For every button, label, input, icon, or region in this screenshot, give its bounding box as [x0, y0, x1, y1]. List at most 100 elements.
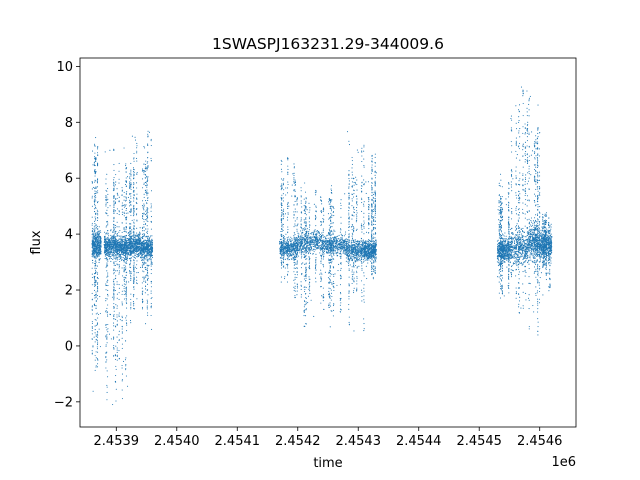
data-point — [296, 253, 298, 255]
data-point — [95, 227, 97, 229]
data-point — [133, 177, 135, 179]
data-point — [294, 278, 296, 280]
data-point — [92, 248, 94, 250]
data-point — [142, 237, 144, 239]
data-point — [113, 209, 115, 211]
data-point — [320, 286, 322, 288]
data-point — [94, 341, 96, 343]
data-point — [115, 375, 117, 377]
data-point — [95, 218, 97, 220]
data-point — [110, 247, 112, 249]
data-point — [318, 231, 320, 234]
data-point — [121, 347, 123, 349]
data-point — [94, 269, 97, 271]
data-point — [315, 269, 317, 271]
data-point — [91, 233, 93, 236]
data-point — [139, 242, 141, 244]
data-point — [106, 370, 108, 372]
data-point — [105, 244, 107, 246]
data-point — [296, 274, 298, 276]
data-point — [110, 242, 112, 244]
data-point — [296, 238, 298, 240]
data-point — [287, 232, 289, 234]
data-point — [126, 258, 128, 260]
data-point — [142, 214, 144, 216]
data-point — [151, 250, 153, 253]
data-point — [126, 240, 128, 242]
data-point — [121, 246, 123, 248]
data-point — [129, 234, 131, 236]
data-point — [113, 195, 115, 197]
data-point — [141, 308, 144, 310]
data-point — [300, 196, 302, 198]
data-point — [95, 339, 97, 341]
data-point — [128, 232, 130, 234]
data-point — [147, 214, 149, 216]
data-point — [294, 285, 296, 287]
data-point — [94, 187, 96, 189]
data-point — [110, 238, 112, 241]
data-point — [130, 171, 132, 173]
data-point — [304, 221, 306, 223]
data-point — [93, 295, 96, 297]
data-point — [121, 343, 123, 345]
data-point — [300, 195, 302, 197]
data-point — [130, 245, 132, 247]
data-point — [133, 219, 135, 221]
data-point — [119, 230, 121, 232]
data-point — [116, 297, 118, 299]
data-point — [148, 264, 150, 266]
data-point — [131, 236, 133, 238]
data-point — [110, 260, 112, 262]
data-point — [283, 251, 285, 253]
data-point — [147, 314, 149, 316]
data-point — [95, 236, 97, 238]
data-point — [116, 349, 118, 351]
data-point — [126, 251, 128, 253]
data-point — [136, 279, 138, 281]
data-point — [118, 292, 120, 294]
data-point — [280, 196, 282, 198]
data-point — [285, 242, 287, 244]
data-point — [113, 237, 115, 240]
data-point — [321, 255, 323, 257]
data-point — [113, 247, 115, 250]
data-point — [125, 177, 127, 179]
data-point — [133, 237, 135, 239]
data-point — [94, 305, 96, 307]
data-point — [281, 247, 283, 249]
data-point — [100, 250, 102, 252]
data-point — [125, 198, 127, 200]
data-point — [93, 284, 95, 286]
data-point — [143, 264, 145, 266]
data-point — [105, 326, 107, 328]
data-point — [287, 205, 289, 207]
data-point — [138, 243, 140, 245]
data-point — [104, 249, 106, 251]
data-point — [294, 276, 296, 278]
data-point — [143, 218, 145, 221]
data-point — [130, 185, 132, 187]
data-point — [104, 151, 106, 153]
data-point — [133, 273, 135, 275]
data-point — [300, 288, 302, 291]
data-point — [98, 239, 100, 241]
data-point — [132, 243, 134, 245]
data-point — [144, 164, 147, 166]
data-point — [133, 182, 135, 184]
data-point — [315, 253, 317, 255]
data-point — [294, 184, 296, 186]
data-point — [135, 214, 138, 216]
data-point — [287, 202, 289, 205]
data-point — [281, 212, 283, 214]
data-point — [304, 304, 306, 306]
data-point — [121, 250, 123, 252]
data-point — [123, 255, 125, 257]
data-point — [136, 152, 138, 154]
data-point — [305, 222, 307, 224]
data-point — [134, 241, 136, 243]
data-point — [302, 237, 304, 239]
data-point — [147, 199, 149, 202]
data-point — [118, 298, 120, 301]
data-point — [145, 262, 147, 264]
